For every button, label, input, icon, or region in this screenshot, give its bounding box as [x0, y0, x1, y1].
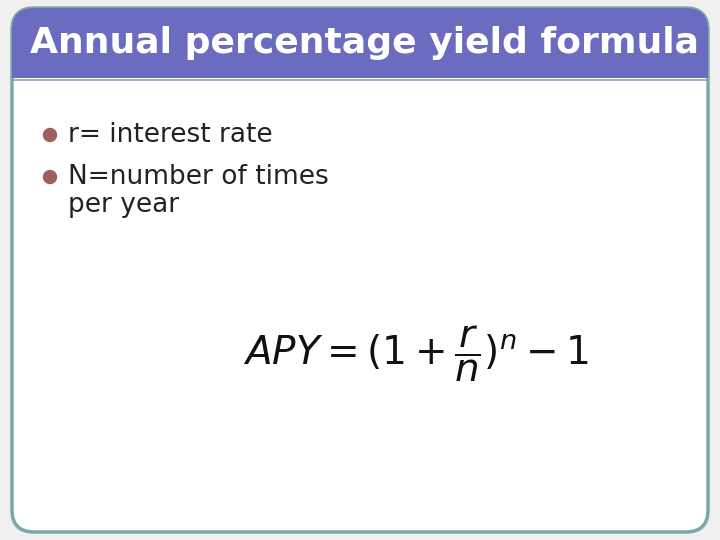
- FancyBboxPatch shape: [12, 8, 708, 532]
- Text: Annual percentage yield formula: Annual percentage yield formula: [30, 26, 699, 60]
- Circle shape: [43, 129, 56, 141]
- Text: $APY = (1+\dfrac{r}{n})^{n} - 1$: $APY = (1+\dfrac{r}{n})^{n} - 1$: [243, 324, 588, 384]
- Text: r= interest rate: r= interest rate: [68, 122, 273, 148]
- Text: per year: per year: [68, 192, 179, 218]
- FancyBboxPatch shape: [12, 8, 708, 78]
- Circle shape: [43, 171, 56, 184]
- FancyBboxPatch shape: [12, 43, 708, 78]
- Text: N=number of times: N=number of times: [68, 164, 329, 190]
